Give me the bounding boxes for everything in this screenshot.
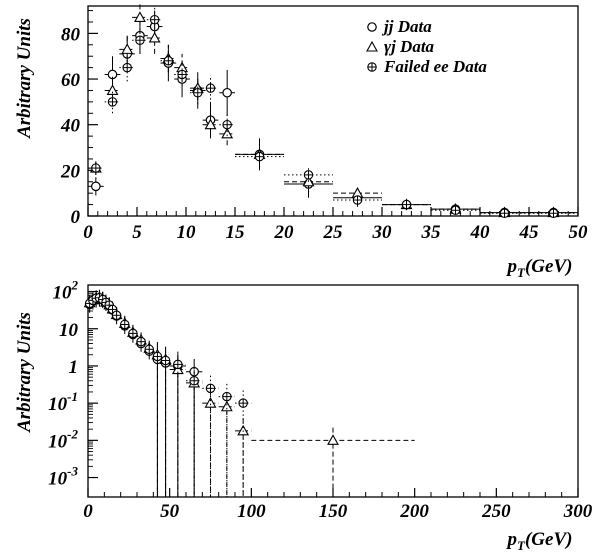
y-tick-label: 10-3	[48, 464, 78, 490]
series-1-point	[204, 397, 217, 408]
y-axis-title: Arbitrary Units	[14, 18, 35, 139]
x-tick-label: 0	[83, 222, 93, 243]
y-axis-title: Arbitrary Units	[14, 312, 35, 433]
x-axis-title: pT(GeV)	[506, 529, 573, 553]
plot-frame	[87, 284, 579, 498]
x-tick-label: 100	[237, 501, 266, 522]
series-0-point	[222, 87, 232, 98]
legend-marker-1	[366, 40, 378, 52]
series-1-point	[221, 127, 234, 139]
series-1-point	[121, 43, 134, 54]
series-1-point	[106, 84, 119, 96]
series-1-point	[148, 31, 161, 43]
x-tick-label: 5	[132, 222, 142, 243]
y-tick-label: 60	[61, 70, 81, 91]
y-tick-label: 0	[71, 207, 81, 228]
series-0-point	[91, 181, 101, 192]
y-tick-label: 20	[60, 161, 81, 182]
y-tick-label: 40	[60, 116, 81, 137]
y-tick-label: 80	[61, 24, 81, 45]
x-tick-label: 0	[83, 501, 93, 522]
x-tick-label: 45	[519, 222, 540, 243]
series-1-point	[220, 400, 233, 412]
x-tick-label: 300	[563, 501, 593, 522]
x-tick-label: 15	[226, 222, 246, 243]
x-tick-label: 200	[399, 501, 429, 522]
y-tick-label: 10	[59, 320, 79, 341]
x-tick-label: 10	[177, 222, 197, 243]
y-tick-label: 10-1	[48, 389, 78, 415]
y-tick-label: 10-2	[48, 426, 78, 452]
x-tick-label: 25	[323, 222, 344, 243]
top-chart-linear: 0 5 10 15 20 25 30 35 40 45 50 0 20 40 60 80 pT(GeV) Arbi…	[14, 1, 588, 280]
bottom-chart-log: 0 50 100 150 200 250 300 102 10 1 10-1 10-2 10-3 pT(G…	[14, 278, 593, 553]
y-tick-label: 1	[69, 357, 79, 378]
legend-label-1: γj Data	[384, 37, 435, 56]
x-tick-label: 35	[421, 222, 442, 243]
legend-label-0: jj Data	[381, 17, 432, 36]
x-tick-label: 20	[274, 222, 295, 243]
x-tick-label: 250	[481, 501, 511, 522]
y-tick-label: 102	[53, 278, 79, 304]
legend-marker-0	[367, 22, 377, 32]
x-tick-label: 30	[372, 222, 393, 243]
x-tick-label: 40	[470, 222, 491, 243]
series-1-point	[134, 11, 146, 22]
series-1-point	[327, 434, 339, 445]
series-1-point	[204, 118, 217, 130]
legend-label-2: Failed ee Data	[383, 57, 487, 76]
x-tick-label: 50	[569, 222, 589, 243]
x-tick-label: 150	[319, 501, 348, 522]
x-tick-label: 50	[160, 501, 180, 522]
x-axis-title: pT(GeV)	[506, 256, 573, 280]
